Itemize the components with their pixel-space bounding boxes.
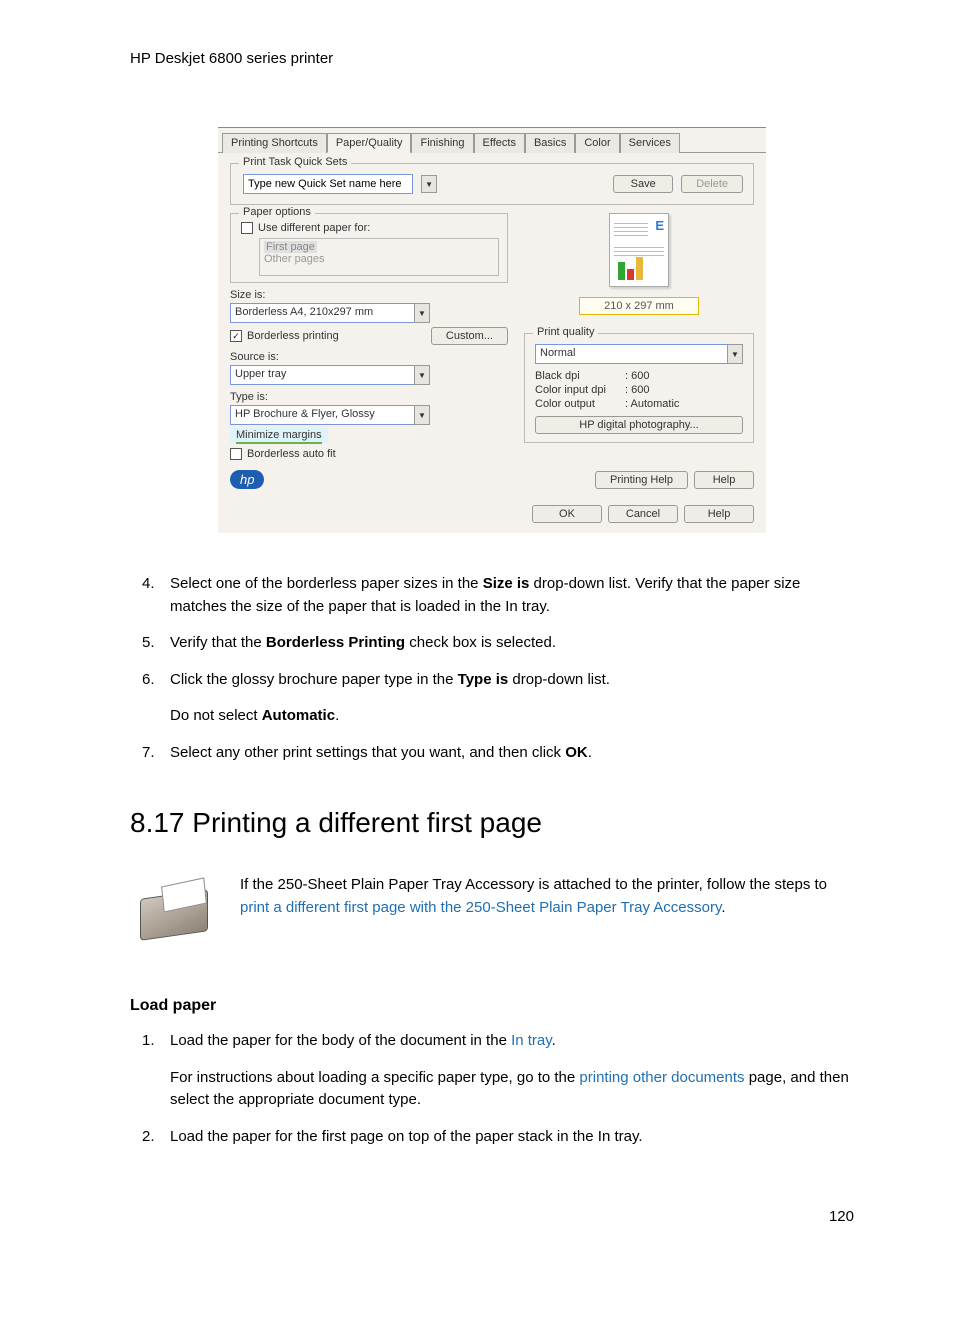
chevron-down-icon[interactable]: ▼ [414,303,430,323]
hp-logo-icon: hp [230,470,264,489]
pq-row: Color input dpi: 600 [535,384,743,396]
preview-letter-icon: E [655,218,664,233]
quickset-dropdown-icon[interactable]: ▼ [421,175,437,193]
source-value: Upper tray [230,365,414,385]
section-heading: 8.17 Printing a different first page [130,802,854,844]
tab-color[interactable]: Color [575,133,619,153]
load-paper-steps: 1.Load the paper for the body of the doc… [130,1030,854,1148]
tab-finishing[interactable]: Finishing [411,133,473,153]
quickset-title: Print Task Quick Sets [239,156,351,168]
step-item: 4.Select one of the borderless paper siz… [170,573,854,618]
source-label: Source is: [230,351,508,363]
chevron-down-icon[interactable]: ▼ [414,365,430,385]
quality-select[interactable]: Normal ▼ [535,344,743,364]
size-select[interactable]: Borderless A4, 210x297 mm ▼ [230,303,430,323]
print-quality-group: Print quality Normal ▼ Black dpi: 600 Co… [524,333,754,443]
save-button[interactable]: Save [613,175,673,193]
ok-button[interactable]: OK [532,505,602,523]
print-quality-title: Print quality [533,326,598,338]
type-select[interactable]: HP Brochure & Flyer, Glossy ▼ [230,405,430,425]
step-item: 6.Click the glossy brochure paper type i… [170,669,854,692]
type-label: Type is: [230,391,508,403]
quality-value: Normal [535,344,727,364]
tray-accessory-icon [130,874,220,954]
page-number: 120 [130,1208,854,1225]
paper-options-title: Paper options [239,206,315,218]
borderless-auto-label: Borderless auto fit [247,448,336,460]
page-selector-list: First page Other pages [259,238,499,276]
use-diff-checkbox[interactable] [241,222,253,234]
use-diff-label: Use different paper for: [258,222,370,234]
first-page-item: First page [264,241,317,253]
cancel-button[interactable]: Cancel [608,505,678,523]
step-item: Do not select Automatic. [170,705,854,728]
step-item: For instructions about loading a specifi… [170,1067,854,1112]
tab-paper-quality[interactable]: Paper/Quality [327,133,412,153]
dimensions-label: 210 x 297 mm [579,297,699,315]
tab-basics[interactable]: Basics [525,133,575,153]
pq-row: Black dpi: 600 [535,370,743,382]
borderless-checkbox[interactable]: ✓ [230,330,242,342]
tab-strip: Printing Shortcuts Paper/Quality Finishi… [218,132,766,153]
step-item: 1.Load the paper for the body of the doc… [170,1030,854,1053]
page-header: HP Deskjet 6800 series printer [130,50,854,67]
borderless-auto-checkbox[interactable] [230,448,242,460]
type-value: HP Brochure & Flyer, Glossy [230,405,414,425]
inline-link[interactable]: printing other documents [579,1069,744,1086]
print-dialog: Printing Shortcuts Paper/Quality Finishi… [218,127,766,533]
bottom-help-button[interactable]: Help [684,505,754,523]
size-value: Borderless A4, 210x297 mm [230,303,414,323]
inline-link[interactable]: In tray [511,1032,552,1049]
steps-list: 4.Select one of the borderless paper siz… [130,573,854,764]
pq-row: Color output: Automatic [535,398,743,410]
minimize-margins-highlight: Minimize margins [230,427,328,443]
source-select[interactable]: Upper tray ▼ [230,365,430,385]
tab-shortcuts[interactable]: Printing Shortcuts [222,133,327,153]
page-preview: E [609,213,669,287]
load-paper-heading: Load paper [130,994,854,1018]
intro-text: If the 250-Sheet Plain Paper Tray Access… [240,874,854,954]
hp-photo-button[interactable]: HP digital photography... [535,416,743,434]
tab-services[interactable]: Services [620,133,680,153]
step-item: 7.Select any other print settings that y… [170,742,854,765]
step-item: 2.Load the paper for the first page on t… [170,1126,854,1149]
printing-help-button[interactable]: Printing Help [595,471,688,489]
size-label: Size is: [230,289,508,301]
custom-button[interactable]: Custom... [431,327,508,345]
delete-button: Delete [681,175,743,193]
step-item: 5.Verify that the Borderless Printing ch… [170,632,854,655]
tab-effects[interactable]: Effects [474,133,525,153]
other-pages-item: Other pages [264,253,494,265]
borderless-label: Borderless printing [247,330,339,342]
quickset-input[interactable] [243,174,413,194]
intro-link[interactable]: print a different first page with the 25… [240,899,721,916]
paper-options-group: Paper options Use different paper for: F… [230,213,508,283]
help-button[interactable]: Help [694,471,754,489]
quickset-group: Print Task Quick Sets ▼ Save Delete [230,163,754,205]
chevron-down-icon[interactable]: ▼ [727,344,743,364]
chevron-down-icon[interactable]: ▼ [414,405,430,425]
